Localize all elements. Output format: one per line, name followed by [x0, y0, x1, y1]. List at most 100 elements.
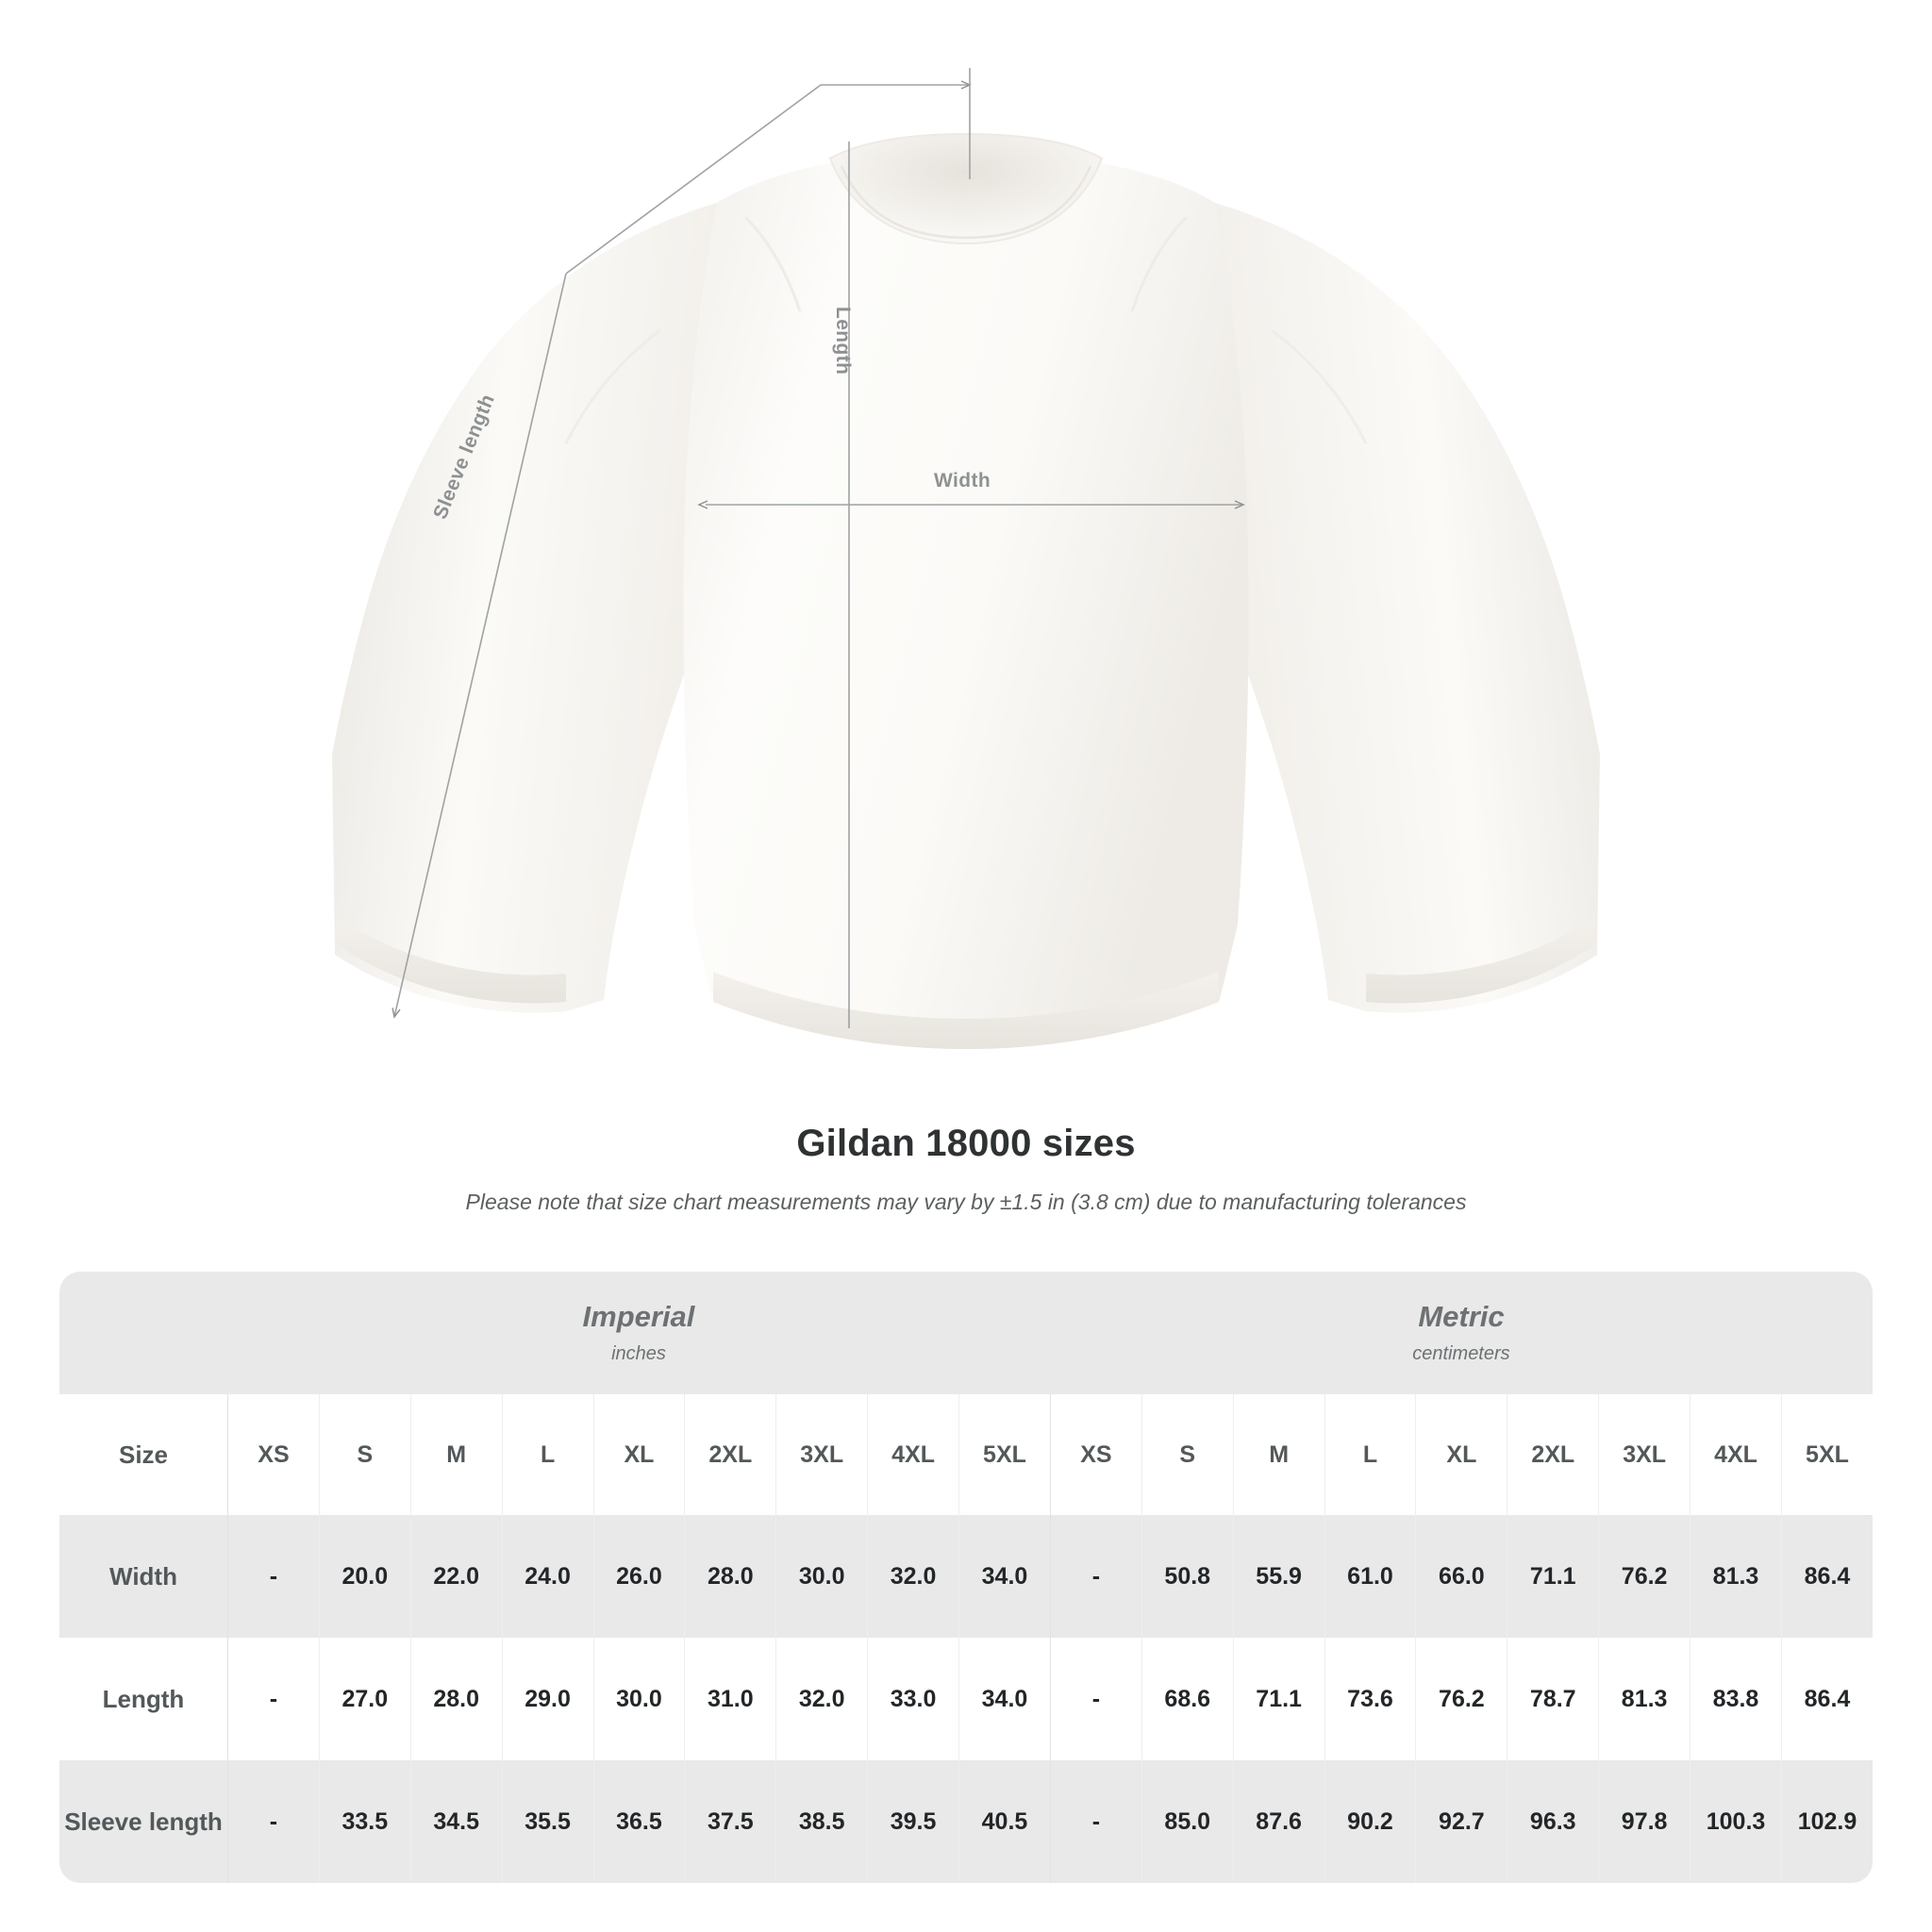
left-sleeve	[332, 203, 745, 1013]
sleeve-origin-leader	[565, 80, 972, 275]
measurement-cell: 33.0	[867, 1638, 959, 1760]
measurement-cell: 33.5	[318, 1760, 410, 1883]
size-header-cell: L	[1324, 1394, 1416, 1515]
right-sleeve-seam	[1271, 328, 1368, 444]
size-header-cell: XS	[227, 1394, 319, 1515]
size-header-cell: M	[409, 1394, 502, 1515]
measurement-cell: 76.2	[1598, 1515, 1690, 1638]
measurement-cell: 35.5	[501, 1760, 593, 1883]
size-header-cell: S	[318, 1394, 410, 1515]
size-header-label: Size	[59, 1394, 228, 1515]
unit-group-unit: inches	[611, 1342, 666, 1364]
measurement-cell: 87.6	[1232, 1760, 1324, 1883]
collar-ribbing	[828, 132, 1104, 245]
measurement-cell: -	[227, 1760, 319, 1883]
measurement-cell: -	[1049, 1638, 1141, 1760]
left-cuff	[335, 917, 566, 1004]
measurement-cell: 55.9	[1232, 1515, 1324, 1638]
measurement-cell: 20.0	[318, 1515, 410, 1638]
table-row: Width -20.0 22.0 24.0 26.0 28.0 30.0 32.0 34.0-5…	[59, 1515, 1873, 1638]
right-shoulder-seam	[1130, 215, 1189, 312]
size-header-cell: 2XL	[684, 1394, 776, 1515]
unit-group-name: Metric	[1418, 1299, 1505, 1333]
size-header-cell: XS	[1049, 1394, 1141, 1515]
measurement-cell: 100.3	[1690, 1760, 1781, 1883]
measurement-cell: 102.9	[1780, 1760, 1873, 1883]
measurement-cell: -	[1049, 1515, 1141, 1638]
measurement-cell: 38.5	[775, 1760, 868, 1883]
size-header-cell: 4XL	[867, 1394, 959, 1515]
waistband	[713, 972, 1219, 1049]
measurement-cell: 36.5	[592, 1760, 685, 1883]
unit-group-unit: centimeters	[1412, 1342, 1510, 1364]
size-table-container: Imperial inches Metric centimeters Size XS S M L…	[59, 1272, 1873, 1883]
garment-shape	[332, 132, 1600, 1049]
length-measure-label: Length	[832, 307, 854, 375]
left-sleeve-seam	[564, 328, 661, 444]
measurement-cell: 40.5	[958, 1760, 1050, 1883]
body-panel	[683, 151, 1249, 1049]
table-row: Length -27.0 28.0 29.0 30.0 31.0 32.0 33.0 34.0-…	[59, 1638, 1873, 1760]
measurement-cell: 22.0	[409, 1515, 502, 1638]
measurement-cell: -	[227, 1638, 319, 1760]
unit-group-imperial: Imperial inches	[227, 1272, 1050, 1394]
measurement-cell: 76.2	[1415, 1638, 1507, 1760]
measurement-cell: 96.3	[1507, 1760, 1599, 1883]
measurement-cell: 28.0	[684, 1515, 776, 1638]
size-header-cell: S	[1141, 1394, 1233, 1515]
measurement-cell: 32.0	[775, 1638, 868, 1760]
size-header-cell: L	[501, 1394, 593, 1515]
measurement-cell: 97.8	[1598, 1760, 1690, 1883]
measurement-cell: 30.0	[592, 1638, 685, 1760]
measurement-cell: 61.0	[1324, 1515, 1416, 1638]
sweatshirt-diagram	[332, 68, 1600, 1049]
measurement-cell: 34.0	[958, 1638, 1050, 1760]
row-label: Width	[59, 1515, 228, 1638]
size-header-row: Size XS S M L XL 2XL 3XL 4XL 5XL XS S M L XL 2XL 3XL 4XL 5…	[59, 1394, 1873, 1515]
left-shoulder-seam	[743, 215, 802, 312]
row-label: Sleeve length	[59, 1760, 228, 1883]
measurement-cell: 50.8	[1141, 1515, 1233, 1638]
size-header-cell: M	[1232, 1394, 1324, 1515]
size-header-cell: 3XL	[775, 1394, 868, 1515]
measurement-cell: 85.0	[1141, 1760, 1233, 1883]
measurement-cell: -	[227, 1515, 319, 1638]
measurement-cell: 90.2	[1324, 1760, 1416, 1883]
table-row: Sleeve length -33.5 34.5 35.5 36.5 37.5 38.5 39…	[59, 1760, 1873, 1883]
size-table: Imperial inches Metric centimeters Size XS S M L…	[59, 1272, 1873, 1883]
size-header-cell: 2XL	[1507, 1394, 1599, 1515]
row-label: Length	[59, 1638, 228, 1760]
unit-group-name: Imperial	[582, 1299, 695, 1333]
measurement-cell: 66.0	[1415, 1515, 1507, 1638]
measurement-cell: 39.5	[867, 1760, 959, 1883]
tolerance-note: Please note that size chart measurements…	[465, 1190, 1467, 1214]
measurement-cell: 92.7	[1415, 1760, 1507, 1883]
measurement-cell: 71.1	[1232, 1638, 1324, 1760]
page-title: Gildan 18000 sizes	[796, 1123, 1136, 1164]
measurement-cell: 81.3	[1598, 1638, 1690, 1760]
size-header-cell: XL	[1415, 1394, 1507, 1515]
collar-inner-line	[840, 165, 1092, 240]
size-header-cell: 5XL	[958, 1394, 1050, 1515]
title-block: Gildan 18000 sizes Please note that size…	[0, 1123, 1932, 1215]
measurement-cell: 37.5	[684, 1760, 776, 1883]
unit-group-metric: Metric centimeters	[1049, 1272, 1873, 1394]
measurement-cell: 27.0	[318, 1638, 410, 1760]
right-cuff	[1366, 917, 1597, 1004]
size-header-cell: XL	[592, 1394, 685, 1515]
right-sleeve	[1187, 203, 1600, 1013]
measurement-cell: 32.0	[867, 1515, 959, 1638]
garment-illustration: Length Width Sleeve length	[332, 68, 1600, 1049]
size-header-cell: 3XL	[1598, 1394, 1690, 1515]
measurement-cell: 86.4	[1780, 1638, 1873, 1760]
measurement-cell: 26.0	[592, 1515, 685, 1638]
measurement-cell: 71.1	[1507, 1515, 1599, 1638]
size-header-cell: 5XL	[1780, 1394, 1873, 1515]
measurement-guides	[391, 68, 1245, 1028]
measurement-cell: 68.6	[1141, 1638, 1233, 1760]
measurement-cell: 24.0	[501, 1515, 593, 1638]
measurement-cell: 81.3	[1690, 1515, 1781, 1638]
width-measure-label: Width	[934, 470, 991, 491]
measurement-cell: 34.5	[409, 1760, 502, 1883]
